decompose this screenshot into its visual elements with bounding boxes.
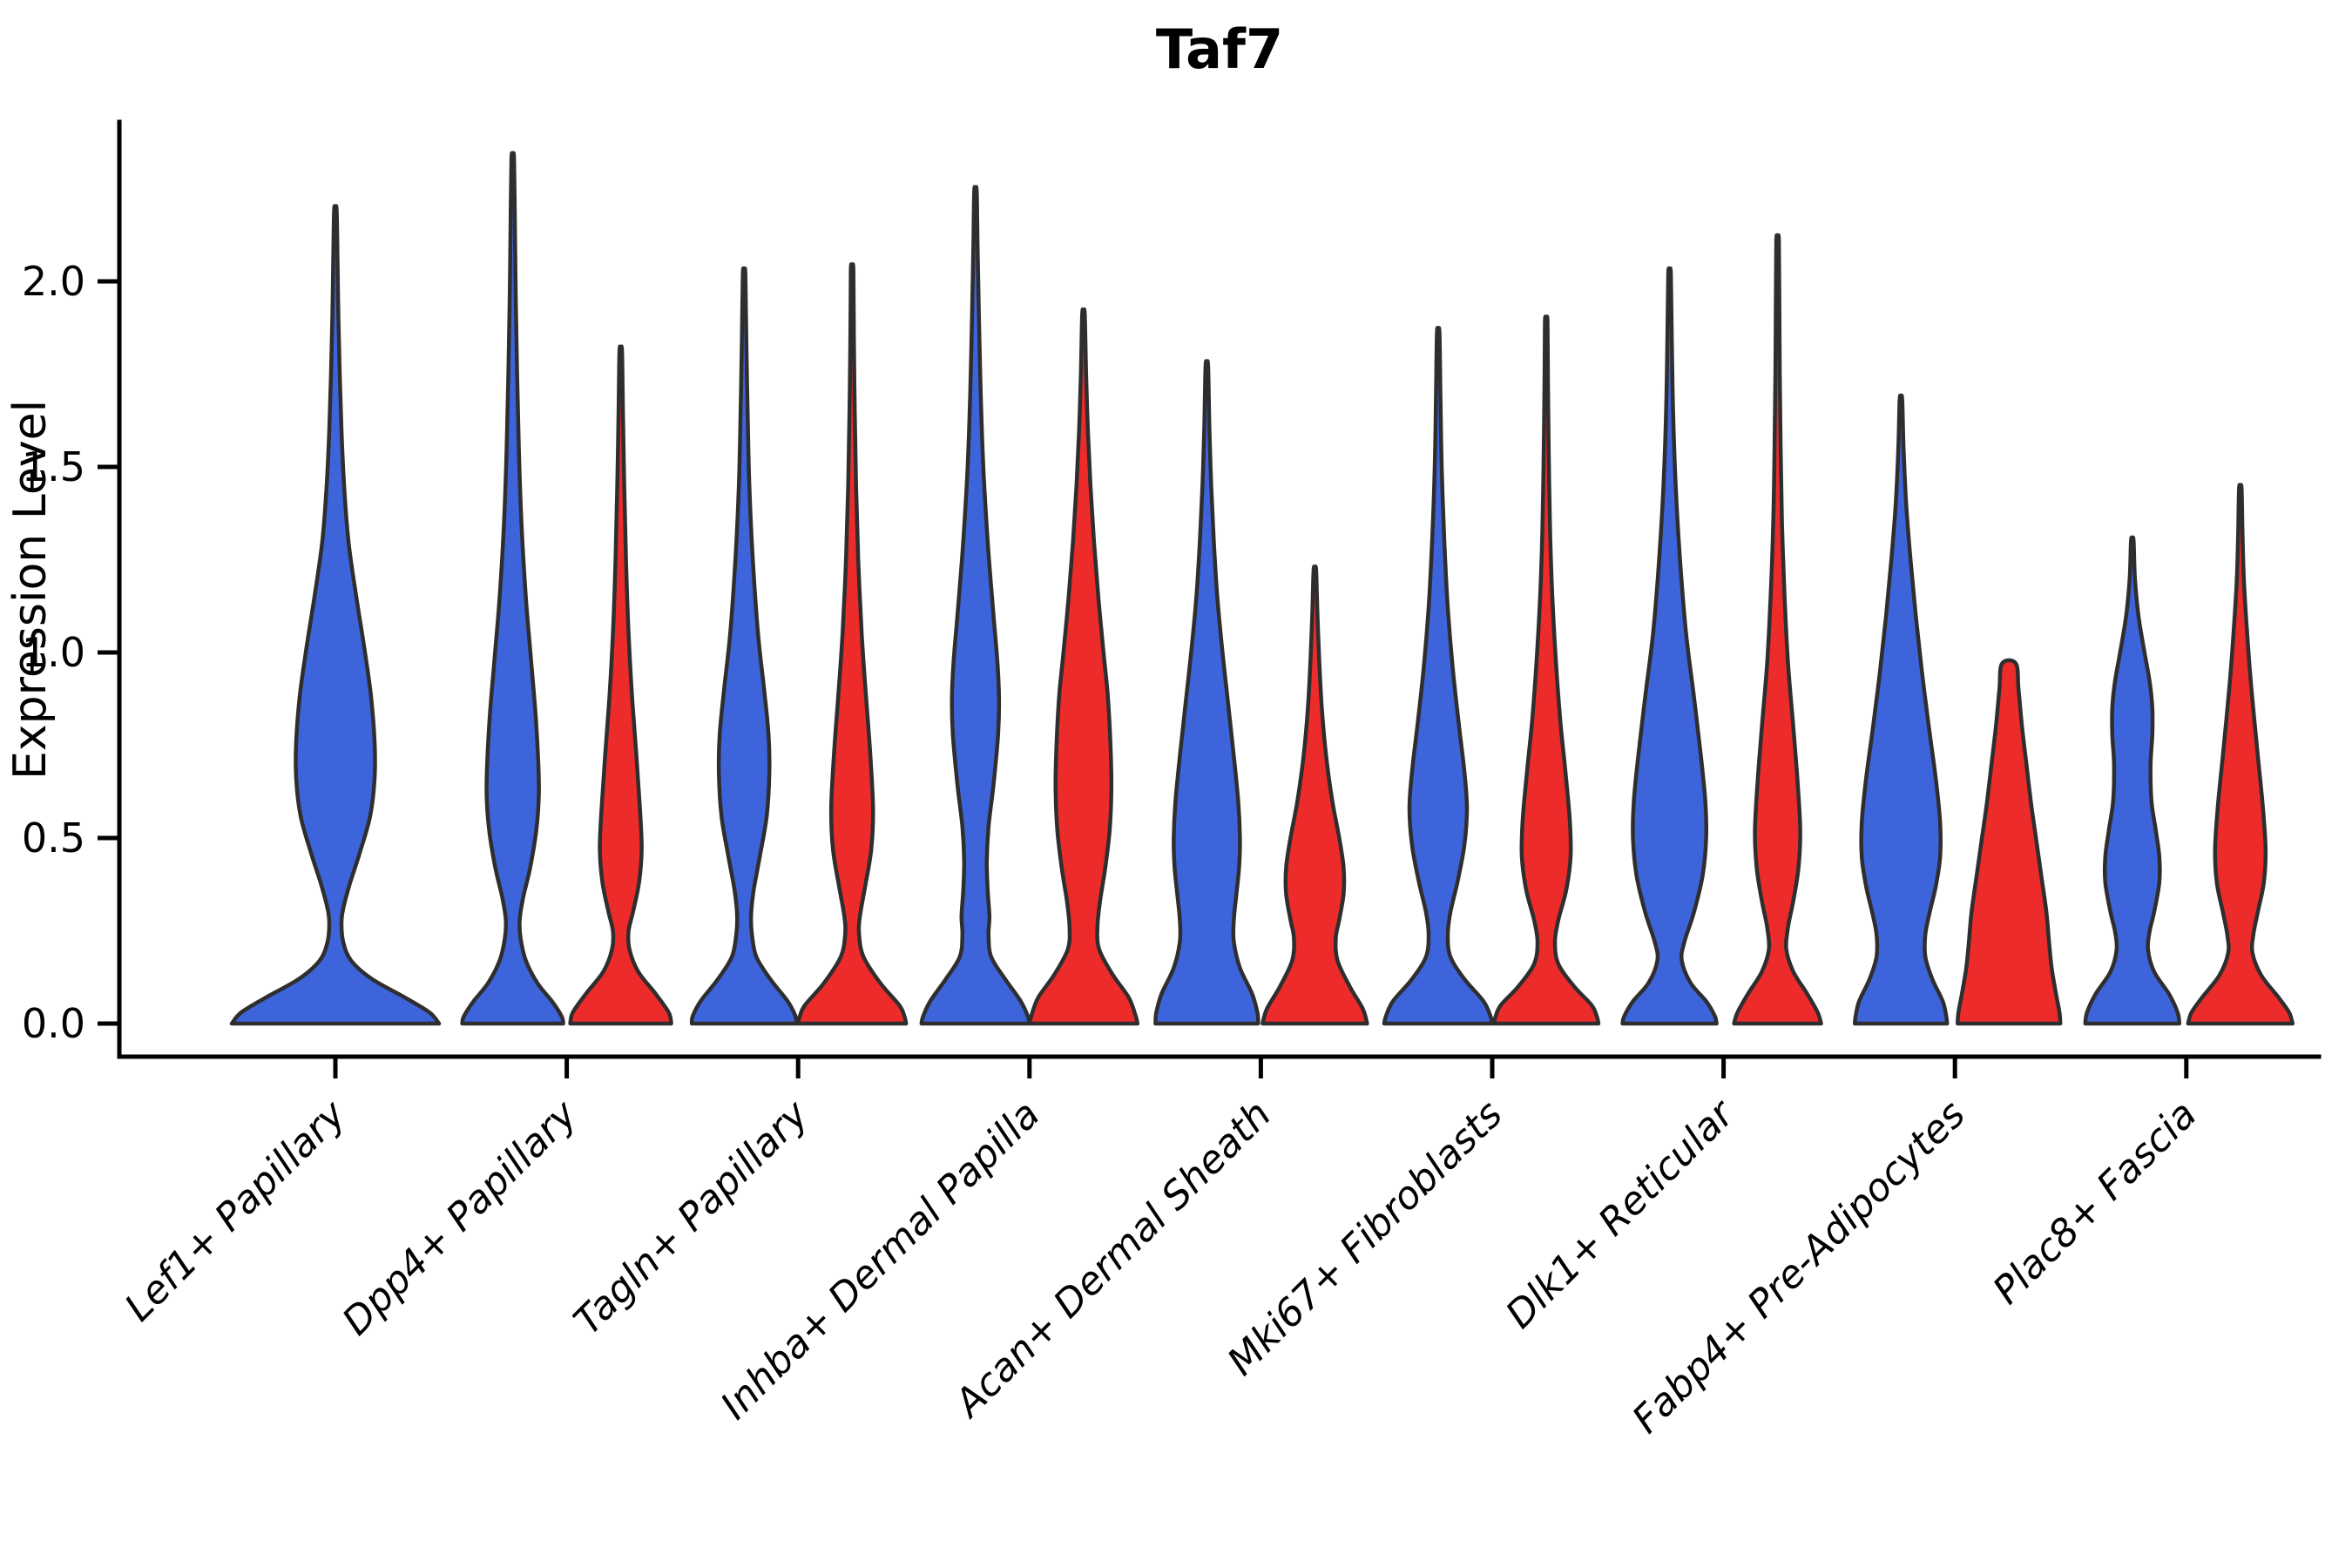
violin-plac8-blue (2083, 535, 2182, 1026)
y-axis-label: Expression Level (4, 400, 57, 780)
y-tick-label: 1.5 (22, 443, 85, 490)
violin-acan-blue (1153, 359, 1260, 1026)
violin-dlk1-red (1732, 233, 1823, 1026)
violin-fabp4-red (1955, 658, 2063, 1026)
violin-dpp4-red (568, 344, 673, 1026)
violin-dpp4-blue (460, 151, 565, 1026)
violin-acan-red (1260, 564, 1369, 1026)
x-tick-label: Dpp4+ Papillary (334, 1092, 586, 1344)
violin-dlk1-blue (1620, 266, 1719, 1026)
violin-mki67-blue (1382, 326, 1495, 1026)
y-tick-label: 0.0 (22, 1000, 85, 1047)
violin-plac8-red (2186, 483, 2295, 1026)
x-tick-label: Tagln+ Papillary (565, 1092, 817, 1343)
violin-lef1-blue (229, 204, 442, 1026)
violins-group (229, 151, 2295, 1026)
violin-tagln-blue (689, 266, 799, 1026)
y-tick-label: 1.0 (22, 629, 85, 676)
violin-tagln-red (795, 262, 909, 1026)
y-tick-label: 2.0 (22, 258, 85, 305)
violin-fabp4-blue (1852, 393, 1950, 1026)
x-tick-label: Dlk1+ Reticular (1497, 1091, 1744, 1337)
axes-group (117, 119, 2322, 1059)
violin-inhba-red (1027, 307, 1140, 1026)
y-tick-label: 0.5 (22, 814, 85, 862)
x-tick-label: Lef1+ Papillary (117, 1092, 355, 1330)
violin-mki67-red (1491, 314, 1601, 1026)
x-tick-label: Plac8+ Fascia (1984, 1092, 2205, 1313)
violin-inhba-blue (919, 185, 1032, 1026)
chart-title: Taf7 (1156, 17, 1283, 81)
y-ticks-group: 2.0 1.5 1.0 0.5 0.0 (22, 258, 119, 1047)
